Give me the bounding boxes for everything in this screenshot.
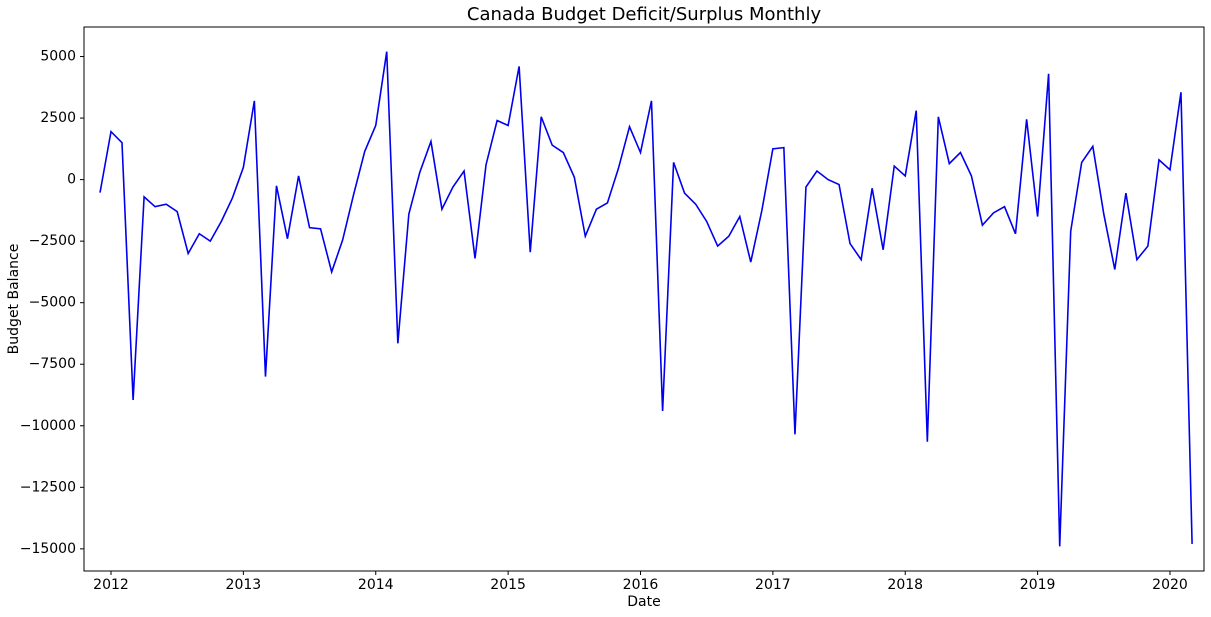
y-tick-label: −15000 [20,541,76,557]
x-tick-label: 2018 [887,577,923,593]
y-tick-label: −2500 [29,233,76,249]
x-axis-label: Date [627,594,660,610]
x-tick-label: 2014 [358,577,394,593]
chart-title: Canada Budget Deficit/Surplus Monthly [467,4,822,25]
plot-frame [83,26,1205,572]
y-axis-label: Budget Balance [6,244,22,355]
y-tick-label: −5000 [29,295,76,311]
y-tick-label: −12500 [20,479,76,495]
y-tick-label: −7500 [29,356,76,372]
x-tick-label: 2015 [490,577,526,593]
x-tick-label: 2013 [226,577,262,593]
x-tick-label: 2020 [1152,577,1188,593]
x-tick-label: 2017 [755,577,791,593]
data-line [99,51,1193,547]
x-tick-label: 2019 [1020,577,1056,593]
y-tick-label: 0 [67,172,76,188]
x-tick-label: 2012 [93,577,129,593]
y-tick-label: 2500 [40,110,76,126]
y-tick-label: 5000 [40,49,76,65]
y-tick-label: −10000 [20,418,76,434]
x-tick-label: 2016 [623,577,659,593]
